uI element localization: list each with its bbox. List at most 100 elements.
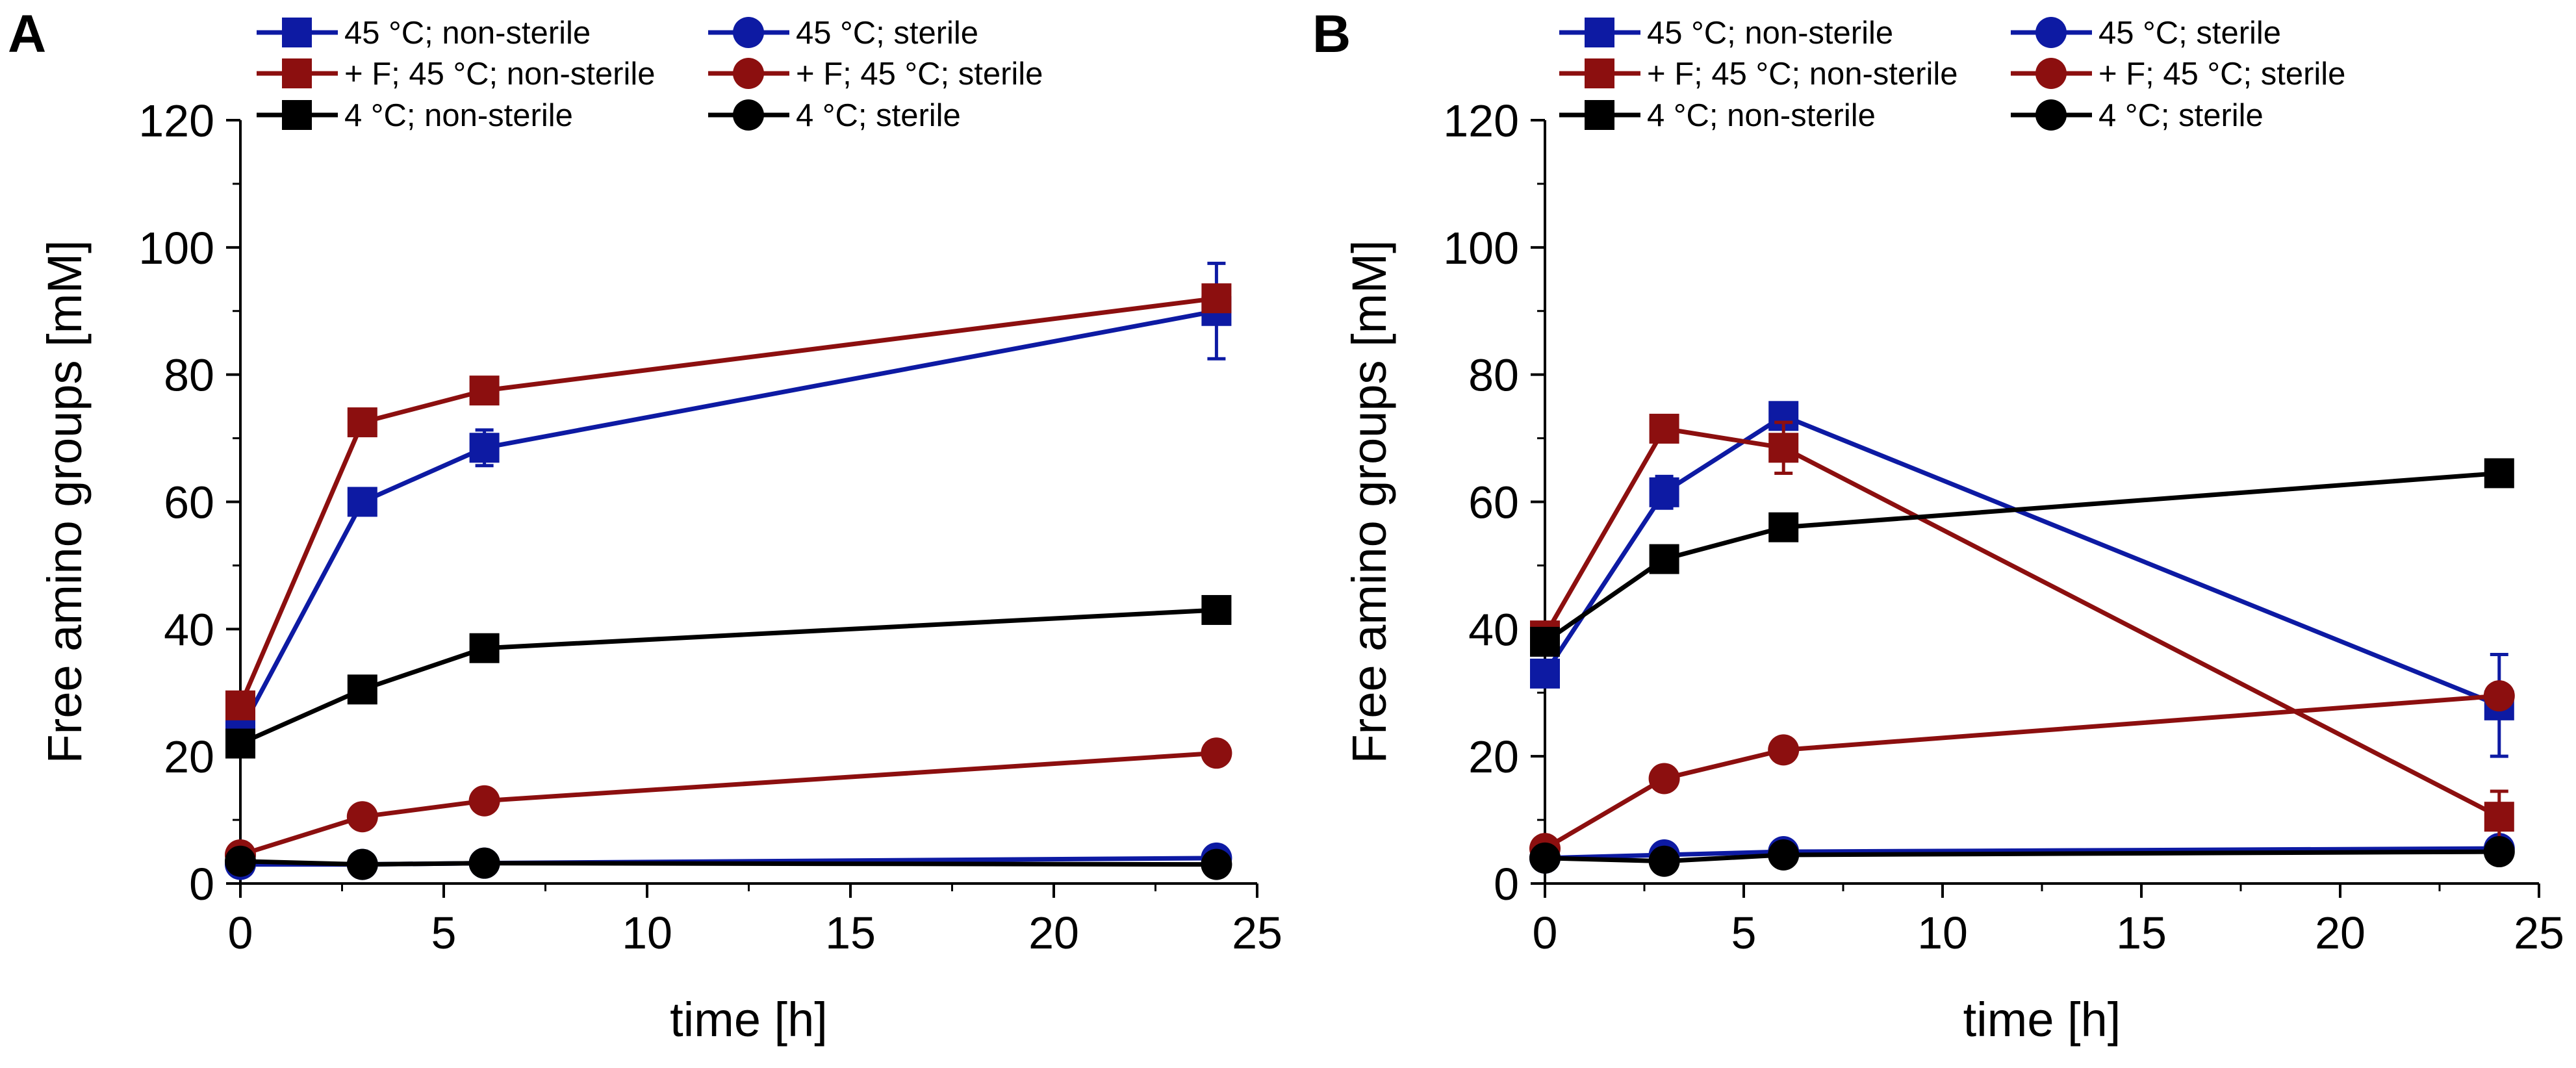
- x-tick-label: 5: [431, 908, 457, 958]
- legend-item-4-c-sterile: 4 °C; sterile: [2011, 98, 2264, 133]
- legend-marker-square: [1585, 58, 1614, 88]
- series-line: [1544, 693, 2500, 851]
- panel-label: B: [1312, 5, 1351, 64]
- legend-label: 45 °C; sterile: [796, 16, 978, 51]
- y-tick-label: 60: [1468, 477, 1519, 528]
- legend-item-45-c-sterile: 45 °C; sterile: [708, 16, 978, 51]
- legend-marker-circle: [733, 58, 764, 89]
- data-point-circle: [2483, 680, 2515, 712]
- legend-label: 45 °C; non-sterile: [344, 16, 591, 51]
- legend-label: 4 °C; non-sterile: [344, 98, 573, 133]
- data-point-square: [1649, 477, 1679, 507]
- legend-marker-square: [1585, 100, 1614, 130]
- y-tick-label: 120: [138, 95, 214, 146]
- series-4-c-sterile: [225, 845, 1232, 880]
- x-tick-label: 5: [1731, 908, 1757, 958]
- series-45-c-non-sterile: [225, 261, 1232, 746]
- legend-item-45-c-non-sterile: 45 °C; non-sterile: [1559, 16, 1893, 51]
- data-point-square: [347, 674, 377, 705]
- series-line: [1544, 846, 2499, 861]
- legend: 45 °C; non-sterile 45 °C; sterile + F; 45 …: [257, 16, 1043, 133]
- series-line: [1543, 413, 2501, 708]
- y-tick-label: 100: [138, 223, 214, 273]
- series-line: [239, 607, 1217, 746]
- y-tick-label: 0: [189, 859, 214, 909]
- data-point-circle: [1648, 845, 1680, 877]
- legend-label: 4 °C; non-sterile: [1647, 98, 1876, 133]
- y-tick-label: 80: [164, 350, 214, 401]
- data-point-square: [469, 375, 500, 406]
- data-point-square: [469, 433, 500, 463]
- data-point-circle: [1529, 842, 1561, 874]
- data-point-square: [347, 487, 377, 517]
- x-tick-label: 25: [2514, 908, 2564, 958]
- series-plus-f-45-c-sterile: [225, 737, 1232, 871]
- legend-marker-circle: [2035, 99, 2067, 131]
- y-tick-label: 100: [1443, 223, 1519, 273]
- x-tick-label: 10: [1917, 908, 1968, 958]
- legend-item-45-c-non-sterile: 45 °C; non-sterile: [257, 16, 591, 51]
- legend-marker-circle: [733, 17, 764, 48]
- y-tick-label: 120: [1443, 95, 1519, 146]
- legend-marker-circle: [2035, 17, 2067, 48]
- series-line: [238, 309, 1218, 732]
- data-point-circle: [1201, 848, 1232, 880]
- legend-item-plus-f-45-c-non-sterile: + F; 45 °C; non-sterile: [257, 57, 656, 92]
- data-point-square: [225, 690, 255, 720]
- legend-label: 4 °C; sterile: [2098, 98, 2264, 133]
- legend-marker-square: [282, 18, 312, 47]
- y-axis-title: Free amino groups [mM]: [38, 240, 92, 763]
- legend-item-plus-f-45-c-sterile: + F; 45 °C; sterile: [708, 57, 1043, 92]
- legend-marker-square: [282, 100, 312, 130]
- x-tick-label: 20: [2315, 908, 2366, 958]
- series-line: [239, 750, 1217, 858]
- data-point-circle: [225, 845, 256, 877]
- y-tick-label: 20: [1468, 731, 1519, 782]
- legend-label: 45 °C; non-sterile: [1647, 16, 1893, 51]
- data-point-square: [1201, 594, 1232, 625]
- data-point-square: [1649, 413, 1679, 444]
- legend-label: + F; 45 °C; non-sterile: [1647, 57, 1958, 92]
- data-point-square: [347, 407, 377, 438]
- legend-item-plus-f-45-c-sterile: + F; 45 °C; sterile: [2011, 57, 2345, 92]
- legend-item-4-c-sterile: 4 °C; sterile: [708, 98, 961, 133]
- y-tick-label: 40: [1468, 604, 1519, 655]
- data-point-circle: [2483, 836, 2515, 868]
- series-45-c-non-sterile: [1530, 401, 2514, 758]
- data-point-circle: [1768, 734, 1800, 766]
- legend: 45 °C; non-sterile 45 °C; sterile + F; 45 …: [1559, 16, 2345, 133]
- data-point-circle: [468, 847, 500, 879]
- legend-label: 45 °C; sterile: [2098, 16, 2281, 51]
- data-point-circle: [468, 785, 500, 817]
- data-point-circle: [346, 848, 378, 880]
- legend-marker-square: [282, 58, 312, 88]
- y-tick-label: 0: [1494, 859, 1519, 909]
- y-tick-label: 80: [1468, 350, 1519, 401]
- x-tick-label: 0: [1533, 908, 1558, 958]
- data-point-circle: [1201, 737, 1232, 769]
- x-tick-label: 0: [228, 908, 253, 958]
- legend-label: + F; 45 °C; sterile: [796, 57, 1043, 92]
- y-tick-label: 60: [164, 477, 214, 528]
- legend-marker-circle: [2035, 58, 2067, 89]
- data-point-square: [469, 633, 500, 663]
- y-tick-label: 40: [164, 604, 214, 655]
- series-line: [1542, 426, 2501, 819]
- x-tick-label: 15: [825, 908, 876, 958]
- legend-item-4-c-non-sterile: 4 °C; non-sterile: [1559, 98, 1876, 133]
- data-point-square: [2484, 458, 2514, 489]
- legend-label: 4 °C; sterile: [796, 98, 961, 133]
- data-point-circle: [346, 801, 378, 833]
- y-tick-label: 20: [164, 731, 214, 782]
- data-point-square: [1530, 658, 1560, 689]
- x-tick-label: 10: [622, 908, 672, 958]
- data-point-square: [2484, 802, 2514, 832]
- series-line: [1544, 470, 2500, 644]
- series-4-c-non-sterile: [225, 594, 1232, 759]
- series-4-c-non-sterile: [1530, 458, 2514, 657]
- legend-item-4-c-non-sterile: 4 °C; non-sterile: [257, 98, 573, 133]
- data-point-square: [1649, 544, 1679, 574]
- chart-panel-b: B 0 5 10 15 20 25 0 20 40 60 80 100 120 time [h] Free a…: [1312, 5, 2564, 1047]
- y-axis-title: Free amino groups [mM]: [1342, 240, 1396, 763]
